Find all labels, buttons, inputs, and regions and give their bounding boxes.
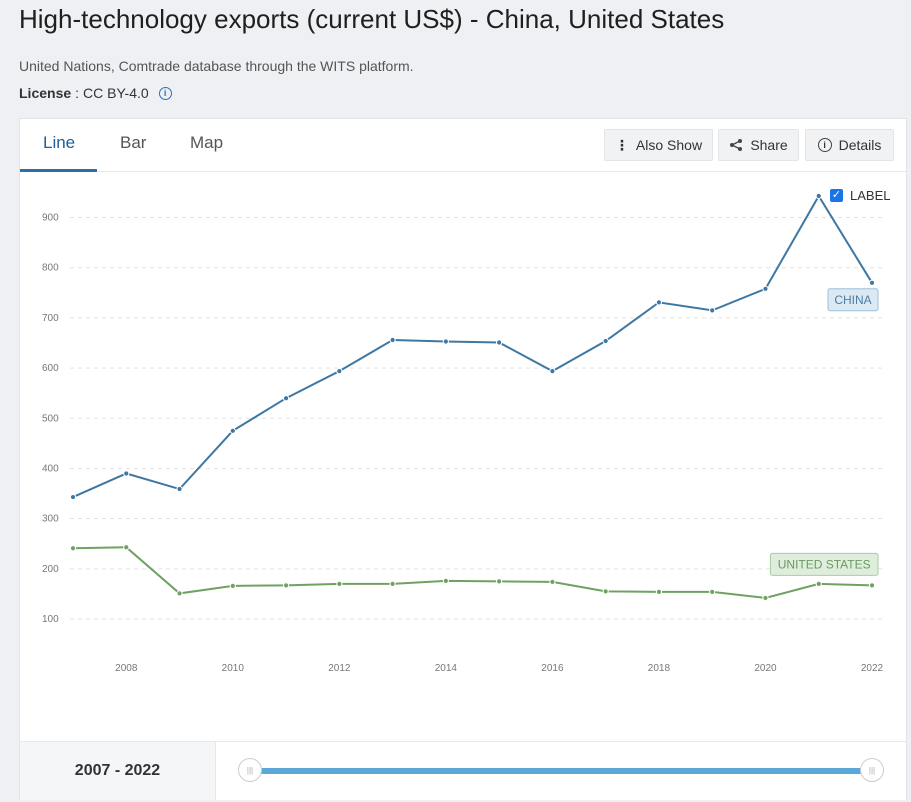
x-tick-label: 2016 xyxy=(541,663,564,674)
year-range-label: 2007 - 2022 xyxy=(20,742,216,800)
slider-end-handle[interactable]: ||| xyxy=(860,758,884,782)
x-tick-label: 2018 xyxy=(648,663,671,674)
data-point xyxy=(602,337,609,345)
label-toggle[interactable]: ✓ LABEL xyxy=(830,188,890,203)
data-point xyxy=(389,336,396,344)
data-point xyxy=(336,368,343,375)
slider-track[interactable] xyxy=(251,768,872,774)
details-info-icon: i xyxy=(817,138,832,152)
details-button[interactable]: i Details xyxy=(805,129,894,161)
y-tick-label: 100 xyxy=(42,614,59,625)
share-icon xyxy=(730,139,743,151)
data-point xyxy=(123,544,130,551)
y-tick-label: 600 xyxy=(42,363,59,374)
series-end-label: UNITED STATES xyxy=(778,557,871,571)
y-tick-label: 500 xyxy=(42,413,59,424)
data-point xyxy=(229,427,236,434)
tab-map[interactable]: Map xyxy=(190,133,224,152)
x-tick-label: 2022 xyxy=(861,663,884,674)
series-end-label-box xyxy=(769,552,879,576)
share-label: Share xyxy=(750,137,788,153)
y-tick-label: 800 xyxy=(42,263,59,274)
data-point xyxy=(496,339,503,346)
data-point xyxy=(655,299,663,306)
data-point xyxy=(868,279,876,286)
info-icon[interactable]: i xyxy=(158,86,172,100)
year-range-slider: 2007 - 2022 ||| ||| xyxy=(20,741,906,800)
license-separator: : xyxy=(75,85,80,101)
y-tick-label: 700 xyxy=(42,313,59,324)
also-show-label: Also Show xyxy=(635,137,703,153)
data-point xyxy=(282,395,290,402)
x-tick-label: 2008 xyxy=(115,663,138,674)
y-tick-label: 200 xyxy=(42,564,59,575)
tab-line[interactable]: Line xyxy=(43,133,76,152)
data-point xyxy=(815,580,822,587)
data-point xyxy=(176,485,183,493)
data-point xyxy=(709,307,716,314)
label-toggle-text: LABEL xyxy=(850,188,891,203)
data-point xyxy=(815,192,822,200)
data-point xyxy=(176,590,183,597)
series-end-label: CHINA xyxy=(834,293,871,307)
y-tick-label: 900 xyxy=(42,213,59,224)
data-point xyxy=(868,582,876,589)
data-point xyxy=(709,588,716,596)
data-point xyxy=(442,338,449,345)
x-tick-label: 2010 xyxy=(222,663,245,674)
data-point xyxy=(336,580,343,587)
series-line xyxy=(72,546,873,599)
series-line xyxy=(72,194,873,498)
data-point xyxy=(549,368,556,375)
data-point xyxy=(282,582,290,589)
x-tick-label: 2014 xyxy=(435,663,458,674)
details-label: Details xyxy=(838,137,882,153)
line-chart: 100 200 300 400 500 600 700 800 900 2008 2010 2012 2… xyxy=(42,192,886,674)
tab-bar[interactable]: Bar xyxy=(120,133,147,152)
data-point xyxy=(549,578,556,585)
y-tick-label: 400 xyxy=(42,463,59,474)
data-point xyxy=(602,588,609,595)
share-button[interactable]: Share xyxy=(718,129,799,161)
license-label: License xyxy=(19,85,72,101)
data-point xyxy=(442,577,449,584)
data-point xyxy=(762,285,769,292)
also-show-button[interactable]: ⋮ Also Show xyxy=(604,129,713,161)
data-point xyxy=(229,582,236,589)
page-title: High-technology exports (current US$) - … xyxy=(19,4,725,34)
view-tabs: Line Bar Map ⋮ Also Show Share i Details xyxy=(20,119,906,172)
slider-start-handle[interactable]: ||| xyxy=(238,758,262,782)
chart-card: Line Bar Map ⋮ Also Show Share i Details… xyxy=(19,118,907,800)
x-tick-label: 2020 xyxy=(754,663,777,674)
series-end-label-box xyxy=(827,288,879,312)
data-point xyxy=(69,545,77,552)
data-point xyxy=(655,588,663,596)
kebab-icon: ⋮ xyxy=(614,136,629,153)
data-point xyxy=(762,594,769,602)
data-point xyxy=(496,578,503,585)
data-point xyxy=(69,493,77,501)
license-line: License : CC BY-4.0 i xyxy=(19,85,172,101)
source-text: United Nations, Comtrade database throug… xyxy=(19,58,414,74)
data-point xyxy=(389,580,396,587)
label-checkbox[interactable]: ✓ xyxy=(830,189,843,202)
x-tick-label: 2012 xyxy=(328,663,351,674)
active-tab-indicator xyxy=(20,169,97,172)
data-point xyxy=(123,470,130,477)
y-tick-label: 300 xyxy=(42,514,59,525)
license-value: CC BY-4.0 xyxy=(83,85,149,101)
